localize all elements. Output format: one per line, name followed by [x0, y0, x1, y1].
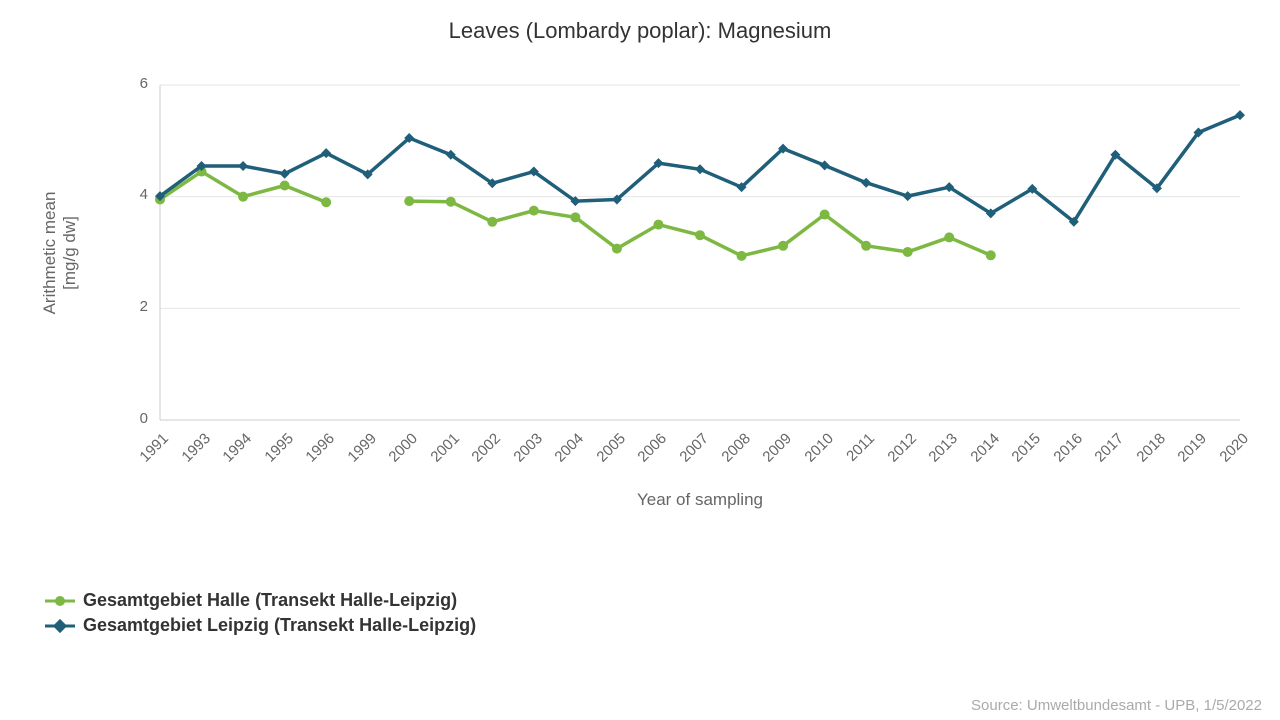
y-tick-label: 4: [140, 186, 148, 203]
diamond-icon: [53, 618, 67, 632]
x-tick-label: 1995: [261, 430, 297, 466]
x-tick-label: 2020: [1216, 430, 1252, 466]
x-tick-label: 2014: [967, 430, 1003, 466]
x-tick-label: 1991: [136, 430, 172, 466]
x-tick-label: 2007: [676, 430, 712, 466]
x-tick-label: 2003: [510, 430, 546, 466]
x-tick-label: 2019: [1175, 430, 1211, 466]
legend-swatch: [45, 619, 75, 633]
circle-icon: [55, 596, 65, 606]
y-axis-label-line2: [mg/g dw]: [60, 153, 80, 353]
x-tick-label: 2016: [1050, 430, 1086, 466]
x-tick-label: 2000: [386, 430, 422, 466]
x-tick-label: 2013: [926, 430, 962, 466]
x-tick-label: 2011: [843, 430, 878, 465]
y-axis-label-line1: Arithmetic mean: [40, 153, 60, 353]
y-axis-label: Arithmetic mean [mg/g dw]: [40, 153, 80, 353]
x-tick-label: 2006: [635, 430, 671, 466]
x-axis-label: Year of sampling: [160, 490, 1240, 510]
x-tick-label: 2009: [759, 430, 795, 466]
x-tick-label: 2004: [552, 430, 588, 466]
x-tick-label: 2012: [884, 430, 920, 466]
legend-label: Gesamtgebiet Leipzig (Transekt Halle-Lei…: [83, 615, 476, 636]
x-tick-label: 1993: [178, 430, 214, 466]
x-tick-label: 2010: [801, 430, 837, 466]
x-tick-label: 2017: [1092, 430, 1128, 466]
legend-item[interactable]: Gesamtgebiet Leipzig (Transekt Halle-Lei…: [45, 615, 476, 636]
legend-label: Gesamtgebiet Halle (Transekt Halle-Leipz…: [83, 590, 457, 611]
x-tick-label: 2005: [593, 430, 629, 466]
x-tick-label: 2001: [427, 430, 463, 466]
legend-swatch: [45, 594, 75, 608]
x-tick-label: 2015: [1009, 430, 1045, 466]
x-tick-label: 2018: [1133, 430, 1169, 466]
chart-container: Leaves (Lombardy poplar): Magnesium Arit…: [0, 0, 1280, 720]
source-text: Source: Umweltbundesamt - UPB, 1/5/2022: [971, 697, 1262, 714]
legend: Gesamtgebiet Halle (Transekt Halle-Leipz…: [45, 590, 476, 640]
chart-title: Leaves (Lombardy poplar): Magnesium: [0, 18, 1280, 44]
y-tick-label: 2: [140, 298, 148, 315]
x-tick-label: 1996: [303, 430, 339, 466]
x-tick-label: 2002: [469, 430, 505, 466]
x-tick-label: 1994: [219, 430, 255, 466]
x-tick-label: 1999: [344, 430, 380, 466]
y-tick-label: 6: [140, 75, 148, 92]
legend-item[interactable]: Gesamtgebiet Halle (Transekt Halle-Leipz…: [45, 590, 476, 611]
x-tick-label: 2008: [718, 430, 754, 466]
y-tick-label: 0: [140, 410, 148, 427]
